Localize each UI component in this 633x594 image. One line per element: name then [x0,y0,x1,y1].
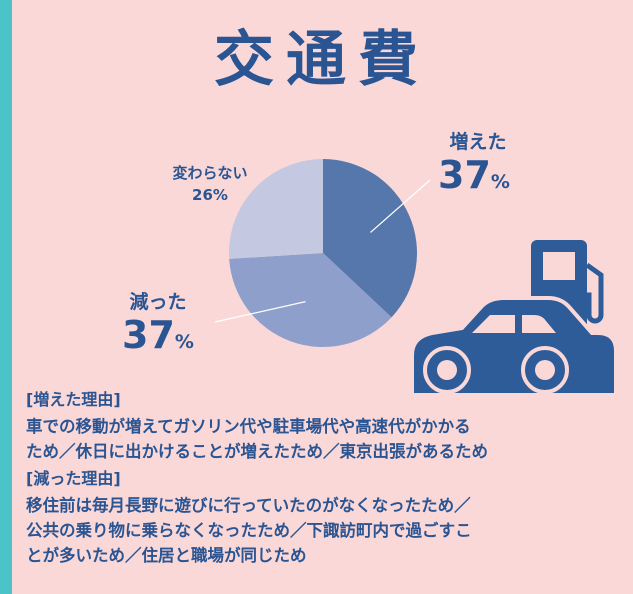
slice-name: 変わらない [172,164,247,182]
value-number: 26 [192,186,213,204]
leader-line [214,301,306,323]
value-unit: % [175,331,194,353]
pie [229,159,417,347]
value-number: 37 [438,153,491,197]
note-heading: [減った理由] [26,469,121,488]
note-heading: [増えた理由] [26,390,121,409]
note-line: 車での移動が増えてガソリン代や駐車場代や高速代がかかる [26,416,471,436]
note-line: ため／休日に出かけることが増えたため／東京出張があるため [26,441,488,461]
slice-value: 37% [438,153,510,197]
slice-name: 減った [129,290,186,313]
note-line: 移住前は毎月長野に遊びに行っていたのがなくなったため／ [26,495,471,515]
slice-name: 増えた [449,130,506,153]
value-unit: % [213,186,228,204]
slice-value: 26% [192,186,228,204]
car-icon [410,240,618,397]
slice-value: 37% [122,313,194,357]
note-line: とが多いため／住居と職場が同じため [26,545,307,565]
value-unit: % [491,171,510,193]
chart-title: 交通費 [214,25,430,95]
pie-slice [229,159,323,259]
pie-slice [323,159,417,318]
value-number: 37 [122,313,175,357]
leader-line [370,179,431,233]
note-line: 公共の乗り物に乗らなくなったため／下諏訪町内で過ごすこ [26,520,472,540]
pie-slice [229,253,392,347]
side-strip [0,0,12,594]
notes: [増えた理由] 車での移動が増えてガソリン代や駐車場代や高速代がかかるため／休日に… [26,390,488,565]
